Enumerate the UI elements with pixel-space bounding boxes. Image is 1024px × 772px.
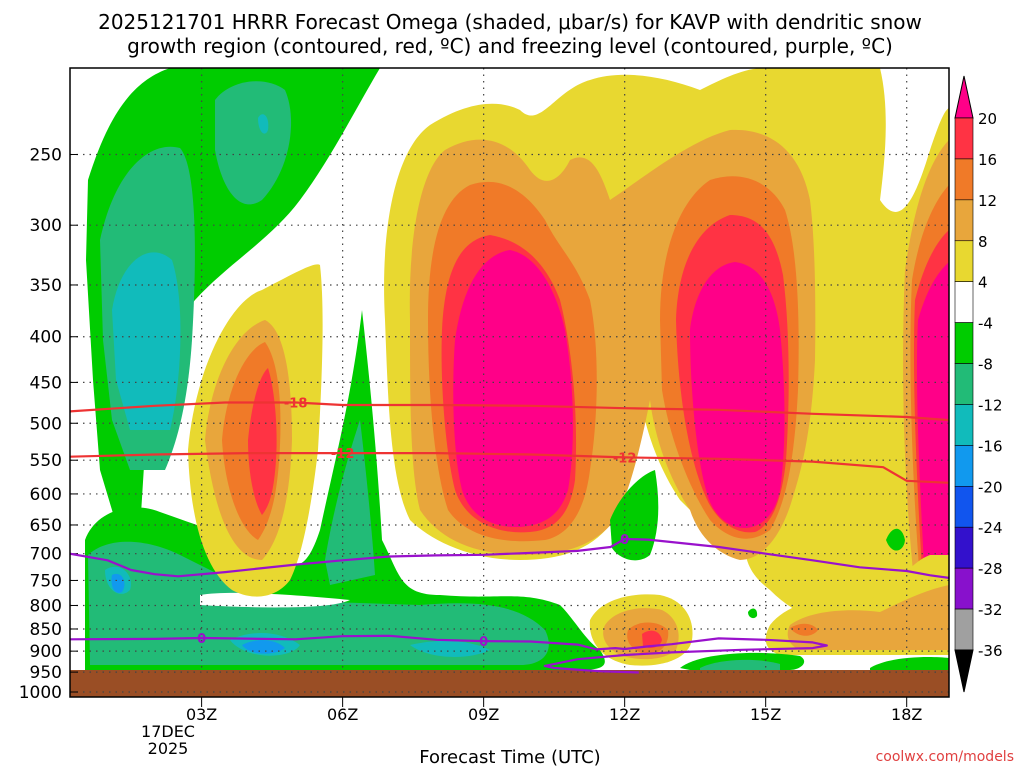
x-tick-label: 09Z — [468, 705, 499, 724]
colorbar-swatch — [954, 567, 974, 610]
omega-region-orange-right-low — [790, 623, 818, 636]
omega-region-magenta-main-2 — [690, 262, 785, 528]
omega-region-green-12z-blob — [610, 470, 659, 561]
ground-fill — [70, 670, 949, 697]
colorbar-swatch — [954, 404, 974, 446]
dgz-contour-minus12-label: -12 — [613, 451, 637, 466]
omega-region-red-12z — [642, 630, 662, 648]
credit-link[interactable]: coolwx.com/models — [876, 749, 1014, 765]
freezing-level-contour-upper-label: 0 — [620, 533, 629, 548]
freezing-level-contour-upper — [70, 537, 949, 579]
chart-title-line-2: growth region (contoured, red, ºC) and f… — [127, 34, 893, 58]
y-tick-label: 850 — [30, 620, 62, 640]
omega-region-cyan-top — [258, 114, 269, 134]
colorbar: 20 16 12 8 4 -4 -8 -12 -16 -20 -24 -28 -32 -36 — [954, 75, 1003, 693]
colorbar-top-triangle — [954, 75, 974, 119]
colorbar-swatch — [954, 363, 974, 405]
colorbar-label: 8 — [978, 233, 988, 251]
y-tick-label: 900 — [30, 642, 62, 662]
omega-region-green-bottom-right — [870, 657, 949, 670]
colorbar-swatch — [954, 486, 974, 528]
y-tick-label: 250 — [30, 146, 62, 166]
omega-region-teal-bottom — [700, 659, 780, 670]
y-tick-label: 500 — [30, 414, 62, 434]
y-tick-label: 700 — [30, 545, 62, 565]
y-tick-label: 1000 — [19, 683, 62, 703]
x-tick-label: 15Z — [750, 705, 781, 724]
y-tick-label: 300 — [30, 216, 62, 236]
freezing-level-contour-lower-label: 0 — [197, 632, 206, 647]
omega-region-teal-spire — [325, 420, 375, 585]
x-tick-label: 18Z — [891, 705, 922, 724]
omega-region-teal-top — [215, 81, 292, 205]
grid-lines — [70, 68, 949, 693]
omega-region-cyan-low-3 — [410, 640, 490, 657]
colorbar-swatch — [954, 281, 974, 323]
y-axis-ticks: 2503003504004505005506006507007508008509… — [19, 146, 78, 703]
omega-region-green-right-blob — [886, 528, 905, 551]
x-axis-date-day: 17DEC — [141, 722, 195, 741]
omega-region-cyan-left — [112, 252, 181, 430]
dgz-contour-minus12-label: -12 — [331, 447, 355, 462]
freezing-level-contour-lower — [70, 634, 828, 674]
colorbar-label: 12 — [978, 192, 997, 210]
colorbar-label: 16 — [978, 151, 997, 169]
colorbar-swatch — [954, 445, 974, 487]
omega-region-white-gap — [200, 592, 350, 608]
x-tick-label: 03Z — [186, 705, 217, 724]
colorbar-label: -32 — [978, 601, 1003, 619]
colorbar-label: 4 — [978, 274, 988, 292]
x-axis-date-year: 2025 — [148, 739, 189, 758]
dgz-contour-minus18 — [70, 401, 949, 422]
chart-title-line-1: 2025121701 HRRR Forecast Omega (shaded, … — [98, 10, 922, 34]
y-tick-label: 750 — [30, 571, 62, 591]
colorbar-label: -8 — [978, 356, 993, 374]
omega-region-gold-right-low — [787, 585, 949, 650]
y-tick-label: 350 — [30, 276, 62, 296]
y-tick-label: 400 — [30, 328, 62, 348]
colorbar-swatch — [954, 608, 974, 651]
colorbar-swatch — [954, 158, 974, 201]
colorbar-label: -12 — [978, 396, 1003, 414]
colorbar-swatch — [954, 199, 974, 242]
freezing-level-contour-lower-label: 0 — [479, 635, 488, 650]
y-tick-label: 450 — [30, 373, 62, 393]
omega-region-magenta-right — [916, 262, 949, 565]
colorbar-swatch — [954, 117, 974, 160]
omega-region-blue-low-2 — [242, 640, 285, 654]
y-tick-label: 950 — [30, 663, 62, 683]
colorbar-swatch — [954, 322, 974, 364]
dgz-contour-minus12 — [70, 452, 949, 484]
colorbar-swatch — [954, 526, 974, 569]
colorbar-label: -28 — [978, 560, 1003, 578]
x-axis-ticks: 03Z 06Z 09Z 12Z 15Z 18Z — [186, 697, 922, 724]
colorbar-label: 20 — [978, 110, 997, 128]
y-tick-label: 550 — [30, 451, 62, 471]
y-tick-label: 600 — [30, 485, 62, 505]
omega-region-blue-low-1 — [111, 573, 125, 593]
x-axis-label: Forecast Time (UTC) — [419, 747, 600, 768]
colorbar-label: -16 — [978, 437, 1003, 455]
colorbar-label: -20 — [978, 478, 1003, 496]
omega-region-green-15z-blob — [748, 608, 758, 619]
colorbar-label: -4 — [978, 315, 993, 333]
y-tick-label: 650 — [30, 516, 62, 536]
omega-region-red-col-1 — [248, 368, 277, 515]
colorbar-bottom-triangle — [954, 649, 974, 693]
x-tick-label: 06Z — [327, 705, 358, 724]
y-tick-label: 800 — [30, 596, 62, 616]
colorbar-swatch — [954, 240, 974, 282]
colorbar-label: -24 — [978, 519, 1003, 537]
omega-region-magenta-main — [453, 250, 573, 528]
x-tick-label: 12Z — [609, 705, 640, 724]
omega-shading — [85, 68, 949, 670]
contour-lines: -18 -12 -12 0 0 0 — [70, 397, 949, 674]
dgz-contour-minus18-label: -18 — [284, 397, 308, 412]
plot-frame — [69, 67, 950, 698]
colorbar-label: -36 — [978, 642, 1003, 660]
